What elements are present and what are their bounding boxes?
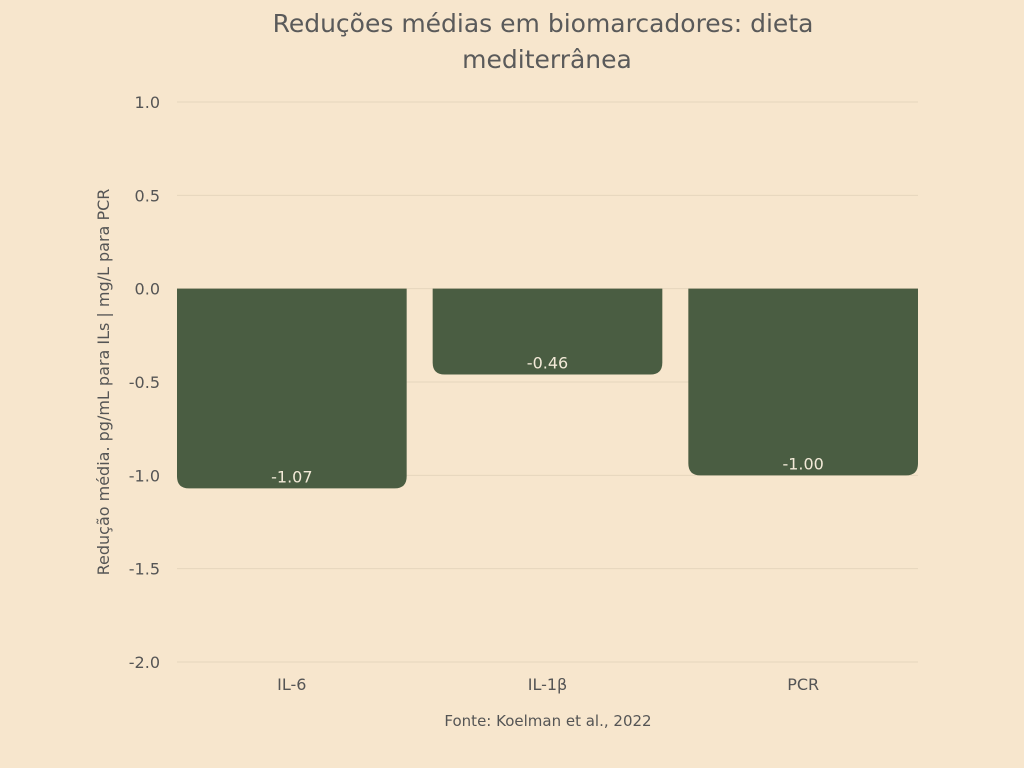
bar-il-1β bbox=[432, 288, 663, 375]
y-tick-label: -0.5 bbox=[129, 373, 160, 392]
y-tick-label: -1.0 bbox=[129, 466, 160, 485]
chart-title-line-1: Reduções médias em biomarcadores: dieta bbox=[273, 9, 814, 38]
y-axis-label: Redução média. pg/mL para ILs | mg/L par… bbox=[94, 189, 113, 576]
x-tick-label: IL-6 bbox=[277, 675, 306, 694]
data-label: -1.00 bbox=[782, 454, 823, 473]
y-tick-label: 1.0 bbox=[135, 93, 160, 112]
data-label: -1.07 bbox=[271, 467, 312, 486]
y-tick-label: 0.0 bbox=[135, 280, 160, 299]
y-tick-label: 0.5 bbox=[135, 186, 160, 205]
bar-il-6 bbox=[177, 288, 407, 489]
x-tick-label: PCR bbox=[787, 675, 819, 694]
chart-title-line-2: mediterrânea bbox=[462, 45, 632, 74]
x-tick-label: IL-1β bbox=[528, 675, 568, 694]
source-note: Fonte: Koelman et al., 2022 bbox=[444, 712, 651, 730]
y-tick-label: -1.5 bbox=[129, 560, 160, 579]
bar-pcr bbox=[688, 288, 918, 476]
y-tick-label: -2.0 bbox=[129, 653, 160, 672]
data-label: -0.46 bbox=[527, 354, 568, 373]
